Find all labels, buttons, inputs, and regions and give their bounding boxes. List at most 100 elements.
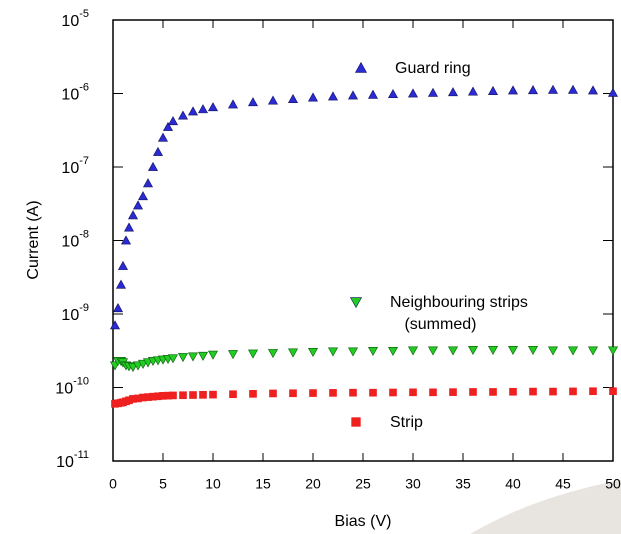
- data-point: [267, 349, 279, 359]
- data-point: [407, 88, 419, 98]
- data-point: [154, 392, 162, 401]
- data-point: [137, 191, 149, 201]
- x-tick-label: 10: [205, 476, 221, 492]
- data-point: [169, 391, 177, 400]
- data-point: [487, 85, 499, 95]
- data-point: [287, 93, 299, 103]
- data-point: [109, 320, 121, 330]
- data-point: [247, 97, 259, 107]
- data-point: [447, 87, 459, 97]
- data-point: [167, 116, 179, 126]
- data-point: [159, 392, 167, 400]
- data-point: [132, 200, 144, 210]
- data-point: [227, 99, 239, 109]
- data-point: [247, 349, 259, 359]
- data-point: [149, 392, 157, 401]
- x-tick-label: 0: [109, 476, 117, 492]
- data-point: [587, 85, 599, 95]
- data-point: [547, 346, 559, 356]
- data-point: [289, 389, 297, 398]
- data-point: [187, 106, 199, 116]
- data-point: [567, 346, 579, 356]
- data-point: [427, 87, 439, 97]
- data-point: [349, 388, 357, 397]
- data-point: [189, 391, 197, 399]
- data-point: [152, 146, 164, 156]
- data-point: [507, 85, 519, 95]
- data-point: [527, 85, 539, 95]
- data-point: [147, 161, 159, 171]
- data-point: [199, 390, 207, 399]
- data-point: [327, 347, 339, 357]
- data-point: [115, 279, 127, 289]
- data-point: [489, 388, 497, 396]
- y-tick-label: 10-5: [61, 8, 89, 30]
- background-decoration: [470, 480, 621, 534]
- data-point: [167, 354, 179, 364]
- x-tick-label: 40: [505, 476, 521, 492]
- x-tick-label: 35: [455, 476, 471, 492]
- data-point: [139, 393, 147, 402]
- plot-frame: [112, 19, 614, 462]
- x-tick-label: 15: [255, 476, 271, 492]
- y-tick-label: 10-6: [61, 81, 89, 103]
- data-point: [429, 388, 437, 397]
- data-point: [179, 391, 187, 400]
- data-point: [142, 178, 154, 188]
- data-point: [587, 346, 599, 356]
- data-point: [164, 391, 172, 400]
- data-point: [227, 350, 239, 360]
- data-point: [589, 387, 597, 396]
- y-tick-label: 10-10: [55, 375, 89, 397]
- y-tick-label: 10-9: [61, 302, 89, 324]
- data-point: [177, 110, 189, 120]
- data-point: [229, 390, 237, 399]
- data-point: [607, 87, 619, 97]
- data-point: [447, 346, 459, 356]
- data-point: [307, 92, 319, 102]
- data-point: [207, 102, 219, 112]
- data-point: [125, 396, 133, 405]
- data-point: [467, 86, 479, 96]
- data-point: [567, 84, 579, 94]
- data-point: [157, 132, 169, 142]
- data-point: [609, 387, 617, 396]
- y-axis-label: Current (A): [25, 200, 42, 279]
- data-point: [569, 387, 577, 396]
- data-point: [307, 348, 319, 358]
- legend-label: Neighbouring strips (summed): [390, 294, 528, 333]
- data-point: [120, 235, 132, 245]
- data-point: [547, 84, 559, 94]
- data-point: [507, 345, 519, 355]
- data-point: [607, 346, 619, 356]
- data-point: [487, 345, 499, 355]
- data-point: [197, 351, 209, 361]
- data-point: [329, 389, 337, 397]
- legend-label: Guard ring: [395, 60, 471, 77]
- data-point: [129, 395, 137, 403]
- data-point: [177, 353, 189, 363]
- data-point: [367, 89, 379, 99]
- data-point: [529, 387, 537, 396]
- data-point: [389, 388, 397, 397]
- data-point: [123, 222, 135, 232]
- y-tick-label: 10-11: [56, 449, 89, 471]
- x-tick-label: 5: [159, 476, 167, 492]
- y-tick-label: 10-7: [61, 155, 89, 177]
- data-point: [117, 260, 129, 270]
- data-point: [187, 352, 199, 362]
- data-point: [467, 345, 479, 355]
- x-tick-label: 20: [305, 476, 321, 492]
- data-point: [209, 390, 217, 399]
- legend-marker: [354, 61, 368, 73]
- data-point: [367, 346, 379, 356]
- legend-marker: [351, 417, 361, 427]
- data-point: [427, 346, 439, 356]
- x-tick-label: 25: [355, 476, 371, 492]
- data-point: [549, 387, 557, 396]
- data-point: [112, 303, 124, 313]
- data-point: [369, 388, 377, 397]
- data-point: [134, 394, 142, 403]
